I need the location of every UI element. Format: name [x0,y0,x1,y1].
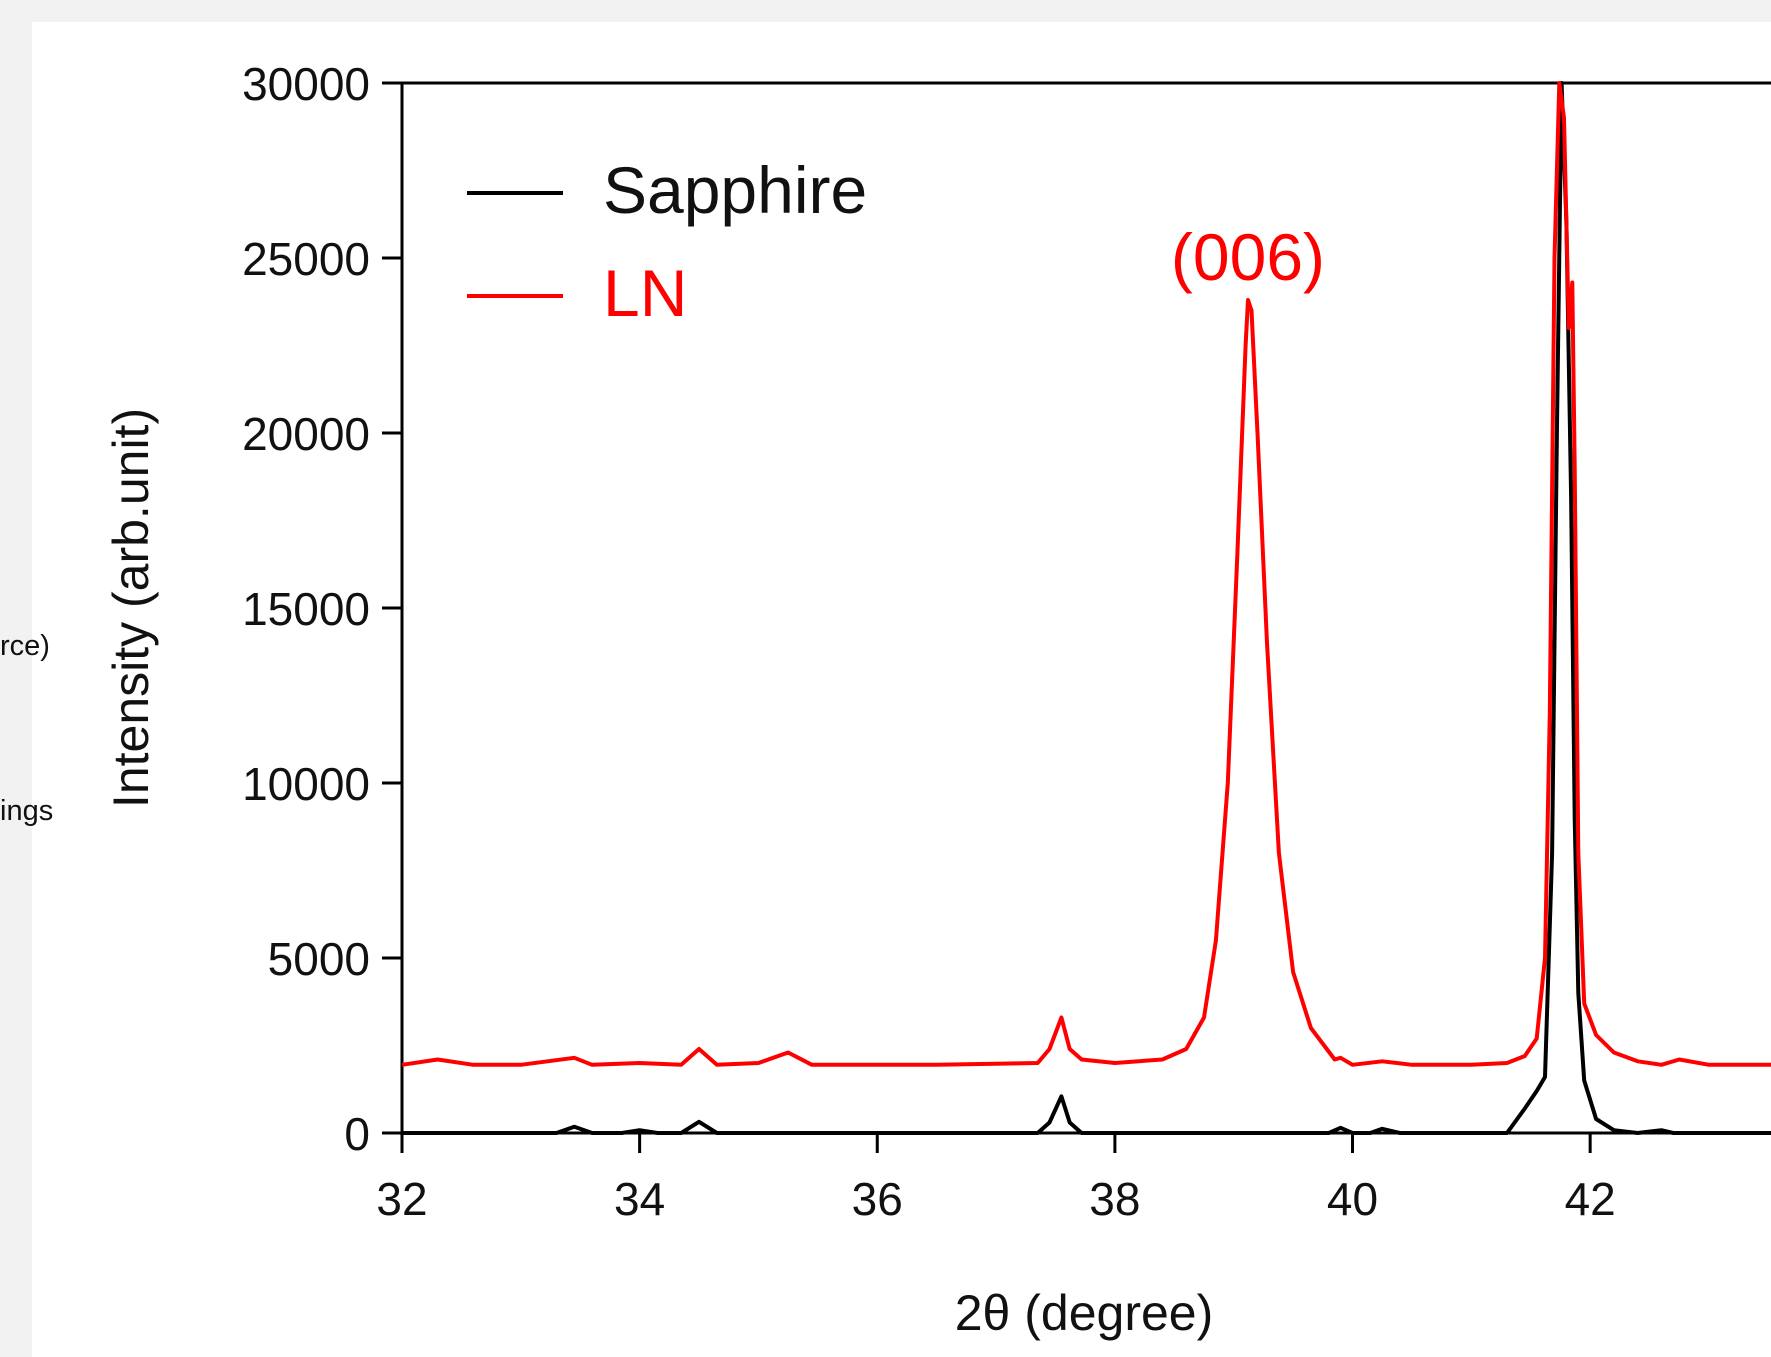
y-tick-label: 25000 [242,233,370,285]
side-text-cropped-1: rce) [0,630,50,662]
peak-annotation: (006) [1171,220,1325,294]
x-tick-label: 36 [852,1173,903,1225]
legend-label-ln: LN [603,256,687,330]
x-ticks: 32343638404244 [376,1133,1616,1225]
y-tick-label: 10000 [242,758,370,810]
y-tick-label: 0 [344,1108,370,1160]
side-text-cropped-2: ings [0,795,54,827]
x-tick-label: 40 [1327,1173,1378,1225]
series-layer [401,81,1771,1135]
y-ticks: 0 5000 10000 15000 20000 25000 30000 [242,58,402,1160]
legend: Sapphire LN [467,153,867,330]
x-tick-label: 38 [1089,1173,1140,1225]
x-tick-label: 34 [614,1173,665,1225]
y-tick-label: 20000 [242,408,370,460]
x-axis-label: 2θ (degree) [955,1285,1214,1341]
annotations: (006) [1171,220,1325,294]
series-line-ln [401,81,1771,1067]
y-axis-label: Intensity (arb.unit) [103,408,159,808]
y-tick-label: 15000 [242,583,370,635]
x-tick-label: 32 [376,1173,427,1225]
series-line-sapphire [402,81,1771,1135]
y-tick-label: 5000 [268,933,370,985]
y-tick-label: 30000 [242,58,370,110]
x-tick-label: 42 [1565,1173,1616,1225]
legend-label-sapphire: Sapphire [603,153,867,227]
